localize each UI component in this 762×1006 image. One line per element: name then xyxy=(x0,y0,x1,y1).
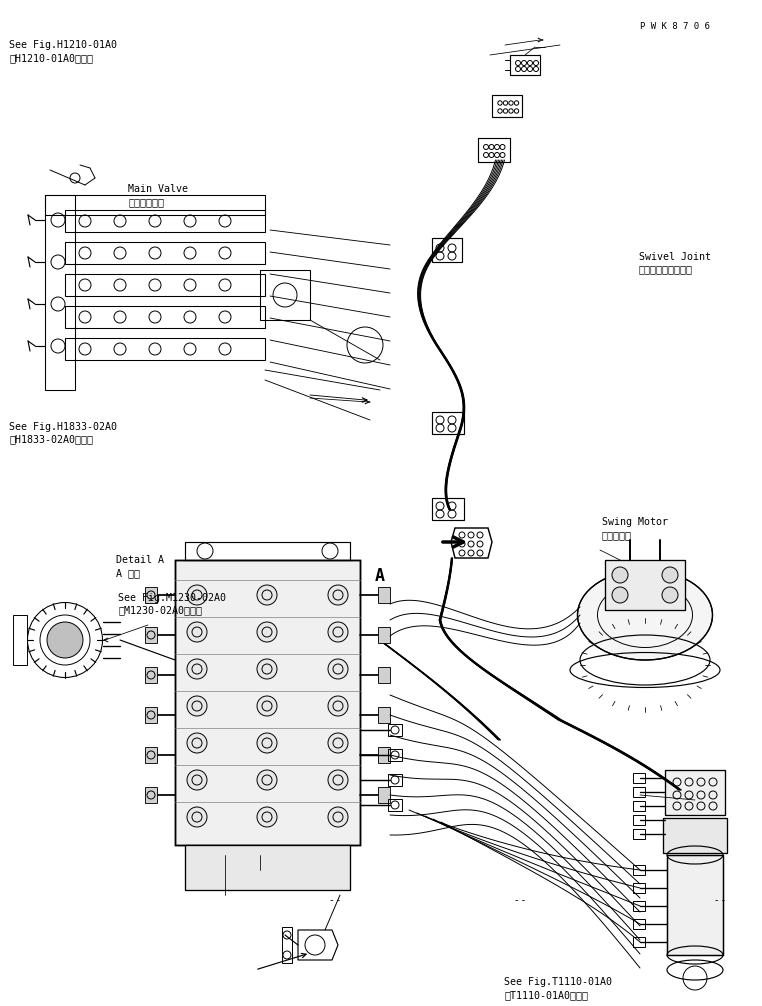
Circle shape xyxy=(187,659,207,679)
Bar xyxy=(378,787,390,803)
Circle shape xyxy=(257,696,277,716)
Bar xyxy=(633,829,645,839)
Circle shape xyxy=(328,696,348,716)
Text: - -: - - xyxy=(715,895,725,905)
Circle shape xyxy=(257,659,277,679)
Text: 第H1210-01A0図参照: 第H1210-01A0図参照 xyxy=(9,53,93,63)
Text: Detail A: Detail A xyxy=(116,555,164,565)
Bar xyxy=(663,818,727,853)
Bar xyxy=(388,749,402,761)
Bar xyxy=(633,919,645,929)
Bar xyxy=(605,560,685,610)
Bar xyxy=(633,787,645,797)
Bar xyxy=(185,542,350,560)
Bar xyxy=(388,799,402,811)
Text: P W K 8 7 0 6: P W K 8 7 0 6 xyxy=(640,22,710,31)
Bar xyxy=(633,815,645,825)
Circle shape xyxy=(662,567,678,583)
Circle shape xyxy=(257,622,277,642)
Text: See Fig.H1210-01A0: See Fig.H1210-01A0 xyxy=(9,40,117,50)
Text: - -: - - xyxy=(330,895,340,905)
Bar xyxy=(175,560,360,845)
Circle shape xyxy=(187,696,207,716)
Bar xyxy=(667,855,723,955)
Bar xyxy=(633,937,645,947)
Circle shape xyxy=(257,585,277,605)
Text: See Fig.H1833-02A0: See Fig.H1833-02A0 xyxy=(9,422,117,432)
Text: 第H1833-02A0図参照: 第H1833-02A0図参照 xyxy=(9,435,93,445)
Bar xyxy=(665,770,725,815)
Text: - -: - - xyxy=(515,895,525,905)
Bar xyxy=(388,724,402,736)
Bar xyxy=(633,883,645,893)
Bar xyxy=(378,707,390,723)
Bar xyxy=(378,627,390,643)
Bar xyxy=(633,901,645,911)
Bar xyxy=(145,627,157,643)
Bar xyxy=(145,747,157,763)
Bar xyxy=(378,667,390,683)
Bar xyxy=(633,865,645,875)
Text: Swing Motor: Swing Motor xyxy=(602,517,668,527)
Text: メインバルブ: メインバルブ xyxy=(128,197,164,207)
Text: A 詳細: A 詳細 xyxy=(116,568,139,578)
Text: 第T1110-01A0図参照: 第T1110-01A0図参照 xyxy=(504,990,588,1000)
Bar xyxy=(388,774,402,786)
Circle shape xyxy=(328,807,348,827)
Bar xyxy=(185,845,350,890)
Bar xyxy=(145,787,157,803)
Bar xyxy=(633,773,645,783)
Bar xyxy=(633,801,645,811)
Circle shape xyxy=(257,733,277,753)
Circle shape xyxy=(47,622,83,658)
Circle shape xyxy=(662,586,678,603)
Bar xyxy=(145,707,157,723)
Circle shape xyxy=(612,586,628,603)
Bar xyxy=(667,855,723,955)
Bar xyxy=(378,747,390,763)
Text: Swivel Joint: Swivel Joint xyxy=(639,252,710,262)
Bar xyxy=(175,560,360,845)
Bar xyxy=(185,845,350,890)
Text: Main Valve: Main Valve xyxy=(128,184,188,194)
Bar xyxy=(378,586,390,603)
Text: See Fig.T1110-01A0: See Fig.T1110-01A0 xyxy=(504,977,613,987)
Circle shape xyxy=(328,770,348,790)
Circle shape xyxy=(328,659,348,679)
Circle shape xyxy=(257,770,277,790)
Bar xyxy=(605,560,685,610)
Text: スイベルジョイント: スイベルジョイント xyxy=(639,265,693,275)
Bar xyxy=(145,586,157,603)
Text: A: A xyxy=(375,567,385,585)
Circle shape xyxy=(328,585,348,605)
Bar xyxy=(663,818,727,853)
Circle shape xyxy=(187,622,207,642)
Circle shape xyxy=(257,807,277,827)
Ellipse shape xyxy=(578,570,712,660)
Circle shape xyxy=(187,585,207,605)
Text: 第M1230-02A0図参照: 第M1230-02A0図参照 xyxy=(118,606,202,616)
Circle shape xyxy=(612,567,628,583)
Text: See Fig.M1230-02A0: See Fig.M1230-02A0 xyxy=(118,593,226,603)
Bar xyxy=(665,770,725,815)
Circle shape xyxy=(328,622,348,642)
Bar xyxy=(145,667,157,683)
Circle shape xyxy=(187,807,207,827)
Text: 旋回モータ: 旋回モータ xyxy=(602,530,632,540)
Circle shape xyxy=(187,733,207,753)
Circle shape xyxy=(187,770,207,790)
Circle shape xyxy=(328,733,348,753)
